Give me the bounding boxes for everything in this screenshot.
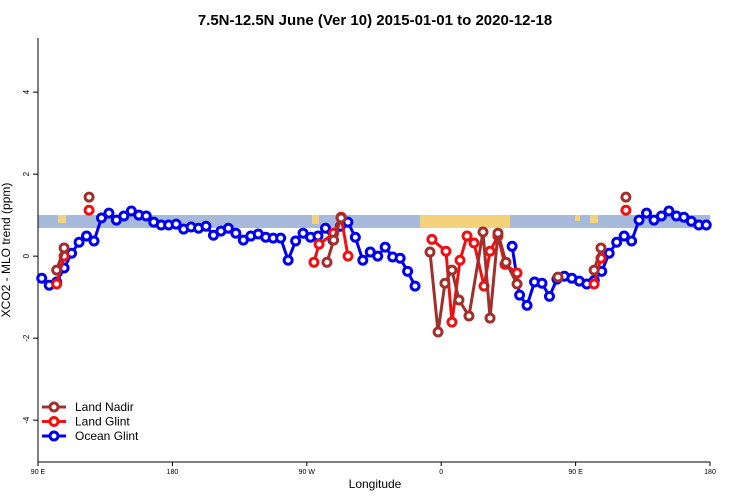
point [357,254,369,266]
point [230,227,242,239]
point [511,267,523,279]
point [308,256,320,268]
point [492,227,504,239]
point [611,236,623,248]
point [618,230,630,242]
point [536,277,548,289]
point [222,222,234,234]
point [484,312,496,324]
x-tick-label: 180 [167,469,179,476]
point [379,241,391,253]
point [595,252,607,264]
point [500,256,512,268]
x-tick-label: 90 E [31,469,46,476]
point [439,277,451,289]
point [103,207,115,219]
point [440,245,452,257]
legend-label: Ocean Glint [75,429,139,443]
legend-marker [48,416,60,427]
point [633,214,645,226]
legend-label: Land Glint [75,415,130,429]
point [36,272,48,284]
chart-title: 7.5N-12.5N June (Ver 10) 2015-01-01 to 2… [198,12,552,29]
point [700,219,712,231]
land-patches [58,215,598,228]
point [394,252,406,264]
point [588,278,600,290]
x-tick-label: 90 E [568,469,583,476]
point [663,205,675,217]
x-tick-label: 0 [439,469,443,476]
x-tick-label: 90 W [299,469,316,476]
legend-marker [48,401,60,413]
point [432,326,444,338]
y-tick-label: 2 [22,171,31,176]
point [543,290,555,302]
point [402,265,414,277]
point [426,233,438,245]
point [620,204,632,216]
point [51,278,63,290]
point [313,238,325,250]
point [335,212,347,224]
x-axis-label: Longitude [349,477,402,491]
point [641,207,653,219]
point [626,235,638,247]
point [81,230,93,242]
y-tick-label: 4 [22,89,31,94]
point [409,280,421,292]
point [88,235,100,247]
point [588,264,600,276]
point [58,242,70,254]
point [83,204,95,216]
point [463,310,475,322]
point [342,250,354,262]
point [328,234,340,246]
point [290,235,302,247]
point [372,250,384,262]
point [603,247,615,259]
point [511,278,523,290]
point [468,237,480,249]
point [200,220,212,232]
point [319,222,331,234]
point [424,246,436,258]
point [521,299,533,311]
point [552,271,564,283]
point [506,240,518,252]
point [349,231,361,243]
y-axis-label: XCO2 - MLO trend (ppm) [0,183,13,318]
point [321,256,333,268]
y-tick-label: -4 [22,416,31,424]
point [446,316,458,328]
point [620,191,632,203]
point [446,264,458,276]
point [655,210,667,222]
point [275,232,287,244]
point [118,210,130,222]
point [454,254,466,266]
point [83,191,95,203]
point [477,226,489,238]
point [595,242,607,254]
point [312,230,324,242]
x-tick-label: 180 [704,469,716,476]
point [514,289,526,301]
point [140,210,152,222]
point [453,294,465,306]
point [170,218,182,230]
legend-marker [48,430,60,442]
point [51,264,63,276]
point [461,230,473,242]
point [73,236,85,248]
point [484,245,496,257]
legend-label: Land Nadir [75,400,134,414]
point [282,254,294,266]
y-tick-label: 0 [22,253,31,258]
point [95,212,107,224]
y-tick-label: -2 [22,334,31,342]
